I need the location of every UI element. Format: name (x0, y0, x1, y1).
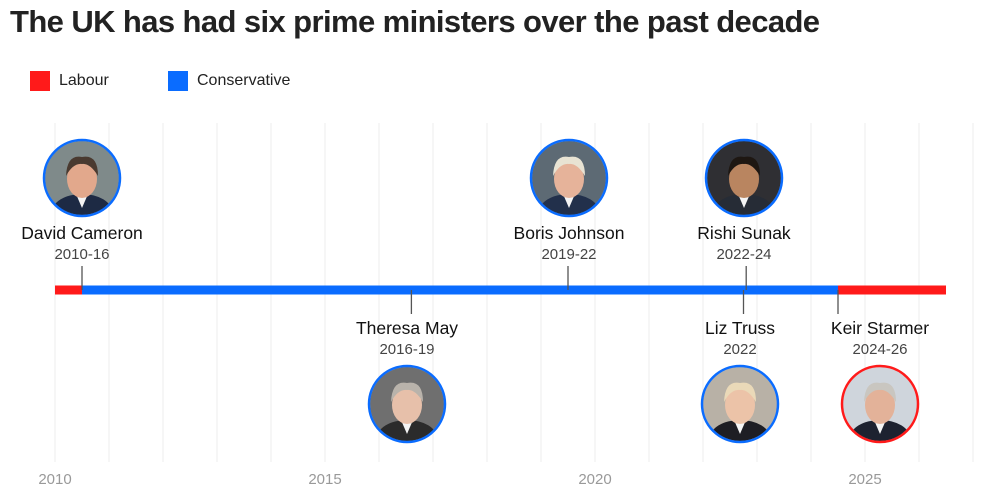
pm-portrait-ring-david-cameron (42, 138, 122, 218)
pm-portrait-keir-starmer (843, 367, 917, 441)
x-tick-label-2010: 2010 (38, 471, 71, 488)
pm-name-david-cameron: David Cameron (21, 223, 143, 243)
legend-label-labour: Labour (59, 72, 109, 89)
legend-swatch-conservative (168, 71, 188, 91)
x-tick-label-2025: 2025 (848, 471, 881, 488)
x-tick-label-2020: 2020 (578, 471, 611, 488)
pm-portrait-ring-rishi-sunak (704, 138, 784, 218)
pm-name-rishi-sunak: Rishi Sunak (697, 223, 791, 243)
pm-portrait-theresa-may (370, 367, 444, 441)
pm-term-rishi-sunak: 2022-24 (716, 246, 771, 263)
pm-portrait-rishi-sunak (707, 141, 781, 215)
pm-term-theresa-may: 2016-19 (379, 341, 434, 358)
pm-portrait-ring-liz-truss (700, 364, 780, 444)
pm-portrait-liz-truss (703, 367, 777, 441)
pm-portrait-ring-theresa-may (367, 364, 447, 444)
pm-term-david-cameron: 2010-16 (54, 246, 109, 263)
pm-portrait-boris-johnson (532, 141, 606, 215)
chart-title: The UK has had six prime ministers over … (10, 4, 820, 39)
pm-portrait-david-cameron (45, 141, 119, 215)
legend-label-conservative: Conservative (197, 72, 291, 89)
pm-name-liz-truss: Liz Truss (705, 318, 775, 338)
pm-term-keir-starmer: 2024-26 (852, 341, 907, 358)
pm-term-boris-johnson: 2019-22 (541, 246, 596, 263)
pm-portrait-ring-keir-starmer (840, 364, 920, 444)
party-segment-labour-2 (838, 285, 946, 295)
legend-swatch-labour (30, 71, 50, 91)
pm-name-boris-johnson: Boris Johnson (514, 223, 625, 243)
pm-name-keir-starmer: Keir Starmer (831, 318, 929, 338)
x-tick-label-2015: 2015 (308, 471, 341, 488)
party-segment-conservative-1 (82, 285, 838, 295)
legend-item-labour: Labour (30, 71, 109, 91)
legend-item-conservative: Conservative (168, 71, 290, 91)
pm-portrait-ring-boris-johnson (529, 138, 609, 218)
party-segment-labour-0 (55, 285, 82, 295)
pm-term-liz-truss: 2022 (723, 341, 756, 358)
pm-name-theresa-may: Theresa May (356, 318, 458, 338)
